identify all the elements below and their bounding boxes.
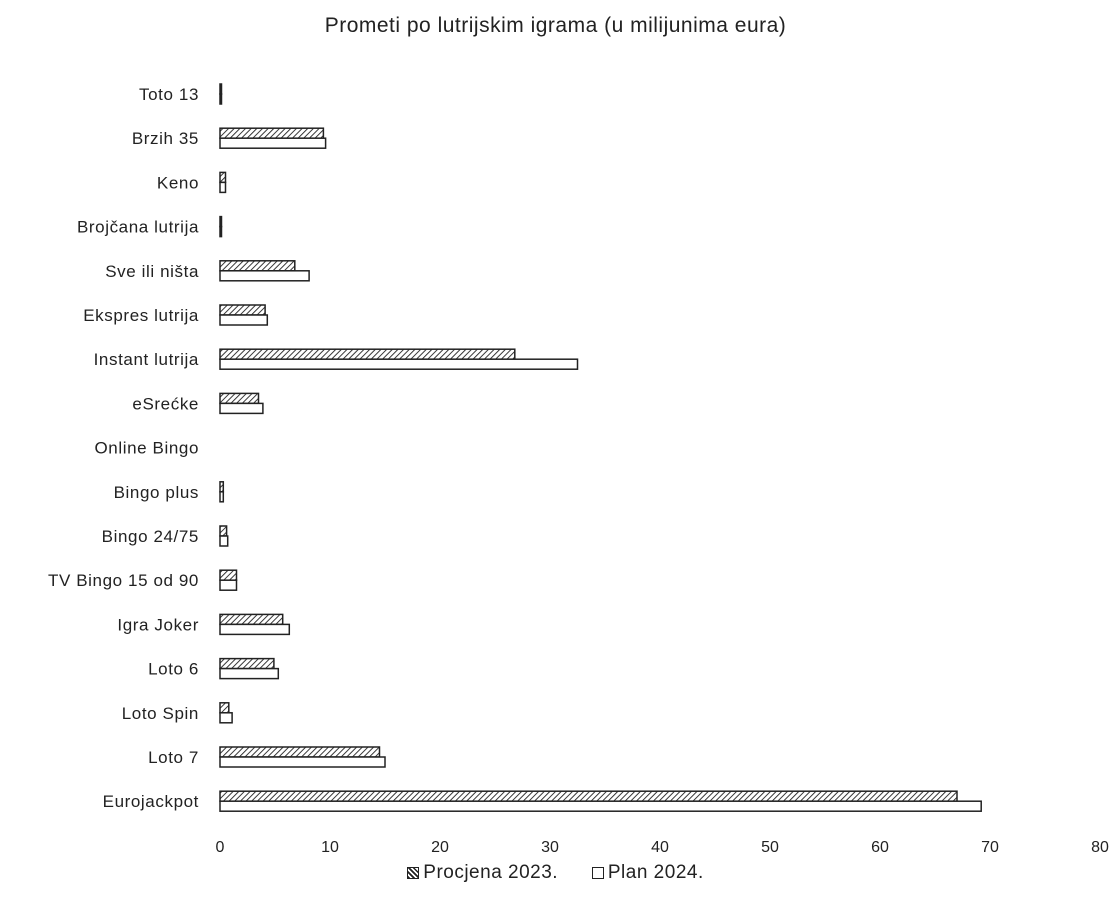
legend-label-procjena: Procjena 2023. — [423, 862, 559, 883]
category-label-loto-spin: Loto Spin — [122, 704, 199, 723]
x-tick-label-70: 70 — [981, 839, 999, 856]
legend-swatch-hatched — [407, 867, 420, 879]
bar-plan-2024-tv-bingo-15-od-90 — [219, 579, 238, 591]
legend-item-procjena: Procjena 2023. — [407, 862, 558, 884]
category-label-loto-6: Loto 6 — [148, 660, 199, 679]
bar-plan-2024-keno — [219, 181, 227, 194]
category-label-instant-lutrija: Instant lutrija — [94, 350, 199, 369]
bar-plan-2024-brzih-35 — [219, 137, 327, 149]
bar-plan-2024-bingo-plus — [219, 491, 225, 503]
category-label-sve-ili-nista: Sve ili ništa — [105, 262, 199, 281]
category-label-bingo-24-75: Bingo 24/75 — [102, 527, 199, 546]
bar-plan-2024-brojcana-lutrija — [219, 225, 223, 238]
bar-procjena-2023-instant-lutrija — [219, 348, 516, 360]
bar-plan-2024-igra-joker — [219, 623, 291, 636]
bar-procjena-2023-brojcana-lutrija — [219, 215, 223, 228]
bar-procjena-2023-bingo-plus — [219, 481, 225, 493]
category-label-keno: Keno — [157, 173, 199, 192]
chart-title: Prometi po lutrijskim igrama (u milijuni… — [324, 14, 787, 37]
x-tick-label-10: 10 — [321, 839, 339, 856]
category-label-esrecke: eSrećke — [132, 394, 199, 413]
legend-swatch-plain — [591, 867, 604, 879]
x-tick-label-20: 20 — [431, 839, 449, 856]
bar-plan-2024-bingo-24-75 — [219, 535, 229, 547]
bar-procjena-2023-eurojackpot — [219, 790, 958, 802]
x-tick-label-60: 60 — [871, 839, 889, 856]
bar-procjena-2023-loto-spin — [219, 702, 230, 714]
bar-plan-2024-instant-lutrija — [219, 358, 579, 370]
x-tick-label-40: 40 — [651, 839, 669, 856]
category-label-online-bingo: Online Bingo — [94, 439, 199, 458]
category-label-brzih-35: Brzih 35 — [132, 129, 199, 148]
category-label-tv-bingo-15-od-90: TV Bingo 15 od 90 — [48, 571, 199, 590]
bar-procjena-2023-brzih-35 — [219, 127, 325, 139]
bar-plan-2024-loto-7 — [219, 756, 386, 768]
x-tick-label-50: 50 — [761, 839, 779, 856]
bar-procjena-2023-tv-bingo-15-od-90 — [219, 569, 238, 581]
category-label-loto-7: Loto 7 — [148, 748, 199, 767]
bar-plan-2024-toto-13 — [219, 93, 223, 105]
bar-procjena-2023-ekspres-lutrija — [219, 304, 266, 316]
bar-procjena-2023-igra-joker — [219, 613, 284, 626]
category-label-igra-joker: Igra Joker — [117, 615, 199, 634]
bar-procjena-2023-bingo-24-75 — [219, 525, 228, 537]
bar-plan-2024-eurojackpot — [219, 800, 982, 812]
x-tick-label-0: 0 — [216, 839, 225, 856]
bar-procjena-2023-keno — [219, 171, 227, 184]
bar-procjena-2023-sve-ili-nista — [219, 260, 296, 272]
bar-plan-2024-sve-ili-nista — [219, 270, 310, 282]
category-label-toto-13: Toto 13 — [139, 85, 199, 104]
bar-plan-2024-loto-spin — [219, 712, 233, 724]
bar-procjena-2023-esrecke — [219, 392, 260, 405]
legend-item-plan: Plan 2024. — [591, 862, 704, 884]
category-label-ekspres-lutrija: Ekspres lutrija — [83, 306, 199, 325]
legend-label-plan: Plan 2024. — [607, 862, 704, 883]
bar-procjena-2023-toto-13 — [219, 83, 223, 95]
x-tick-label-80: 80 — [1091, 839, 1109, 856]
chart-legend: Procjena 2023. Plan 2024. — [0, 862, 1111, 885]
bar-procjena-2023-loto-7 — [219, 746, 381, 758]
category-label-brojcana-lutrija: Brojčana lutrija — [77, 218, 199, 237]
bar-plan-2024-esrecke — [219, 402, 264, 415]
category-label-eurojackpot: Eurojackpot — [103, 792, 199, 811]
bar-procjena-2023-loto-6 — [219, 657, 275, 670]
category-label-bingo-plus: Bingo plus — [114, 483, 199, 502]
bar-plan-2024-ekspres-lutrija — [219, 314, 269, 326]
x-tick-label-30: 30 — [541, 839, 559, 856]
bar-plan-2024-loto-6 — [219, 667, 280, 680]
